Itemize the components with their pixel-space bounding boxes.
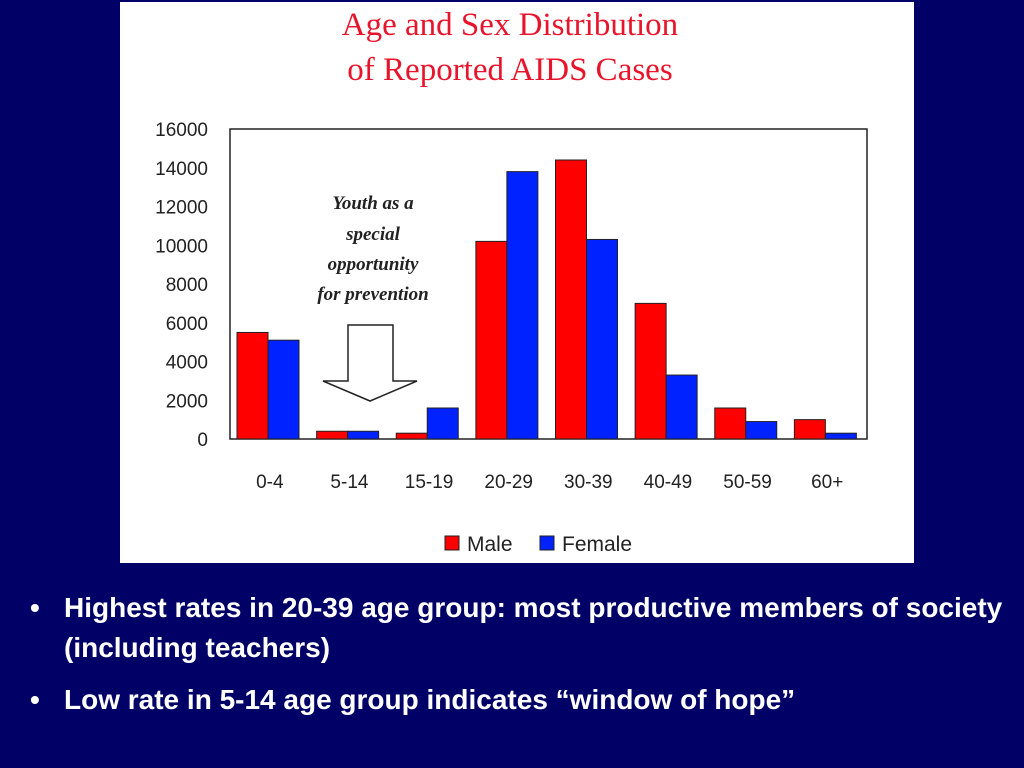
bar-male-15-19 (395, 432, 428, 440)
bar-male-30-39 (555, 159, 587, 440)
x-tick-label: 5-14 (330, 472, 368, 493)
x-tick-label: 30-39 (564, 472, 613, 493)
bullet-item: • Low rate in 5-14 age group indicates “… (30, 680, 1010, 720)
y-tick-label: 6000 (166, 314, 208, 335)
y-tick-label: 0 (197, 430, 208, 451)
bar-female-60+ (824, 432, 857, 440)
y-tick-label: 14000 (155, 159, 208, 180)
legend-swatch-male (444, 535, 460, 551)
legend-label-female: Female (562, 533, 632, 556)
bar-chart: Age and Sex Distribution of Reported AID… (155, 7, 868, 556)
x-tick-label: 20-29 (484, 472, 533, 493)
bullet-marker: • (30, 684, 40, 715)
bar-male-5-14 (316, 430, 349, 440)
bar-male-20-29 (475, 240, 508, 440)
annotation-line-4: for prevention (317, 284, 428, 305)
annotation-line-1: Youth as a (332, 193, 414, 214)
bullet-text: Low rate in 5-14 age group indicates “wi… (64, 684, 796, 715)
bar-female-15-19 (426, 407, 459, 440)
annotation: Youth as a special opportunity for preve… (317, 193, 429, 402)
bar-male-40-49 (634, 302, 667, 440)
bar-female-5-14 (347, 430, 380, 440)
bar-female-40-49 (665, 374, 698, 440)
chart-title-line-2: of Reported AIDS Cases (347, 52, 672, 88)
chart-panel: Age and Sex Distribution of Reported AID… (120, 2, 914, 563)
legend-swatch-female (539, 535, 555, 551)
bar-male-60+ (793, 419, 826, 440)
x-axis: 0-4 5-14 15-19 20-29 30-39 40-49 50-59 60+ (256, 472, 843, 493)
legend: Male Female (444, 533, 632, 556)
y-tick-label: 10000 (155, 236, 208, 257)
annotation-line-3: opportunity (328, 254, 419, 275)
bar-female-0-4 (267, 339, 300, 440)
x-tick-label: 40-49 (644, 472, 693, 493)
chart-title-line-1: Age and Sex Distribution (342, 7, 678, 43)
bar-male-50-59 (714, 407, 747, 440)
x-tick-label: 60+ (811, 472, 843, 493)
annotation-line-2: special (345, 224, 401, 245)
bullet-marker: • (30, 592, 40, 623)
bullet-text: Highest rates in 20-39 age group: most p… (64, 592, 1003, 663)
down-arrow-icon (322, 324, 418, 402)
bar-female-30-39 (586, 238, 618, 440)
bars (236, 159, 857, 440)
y-tick-label: 16000 (155, 120, 208, 141)
y-tick-label: 12000 (155, 198, 208, 219)
y-axis: 0 2000 4000 6000 8000 10000 12000 14000 16000 (155, 120, 208, 451)
bar-male-0-4 (236, 331, 269, 440)
y-tick-label: 8000 (166, 275, 208, 296)
x-tick-label: 50-59 (723, 472, 772, 493)
bar-female-50-59 (745, 421, 778, 440)
x-tick-label: 15-19 (405, 472, 454, 493)
bar-female-20-29 (506, 171, 539, 440)
x-tick-label: 0-4 (256, 472, 284, 493)
bullet-item: • Highest rates in 20-39 age group: most… (30, 588, 1010, 668)
plot-frame (229, 128, 868, 440)
y-tick-label: 4000 (166, 353, 208, 374)
y-tick-label: 2000 (166, 391, 208, 412)
bullet-list: • Highest rates in 20-39 age group: most… (30, 588, 1010, 732)
legend-label-male: Male (467, 533, 513, 556)
